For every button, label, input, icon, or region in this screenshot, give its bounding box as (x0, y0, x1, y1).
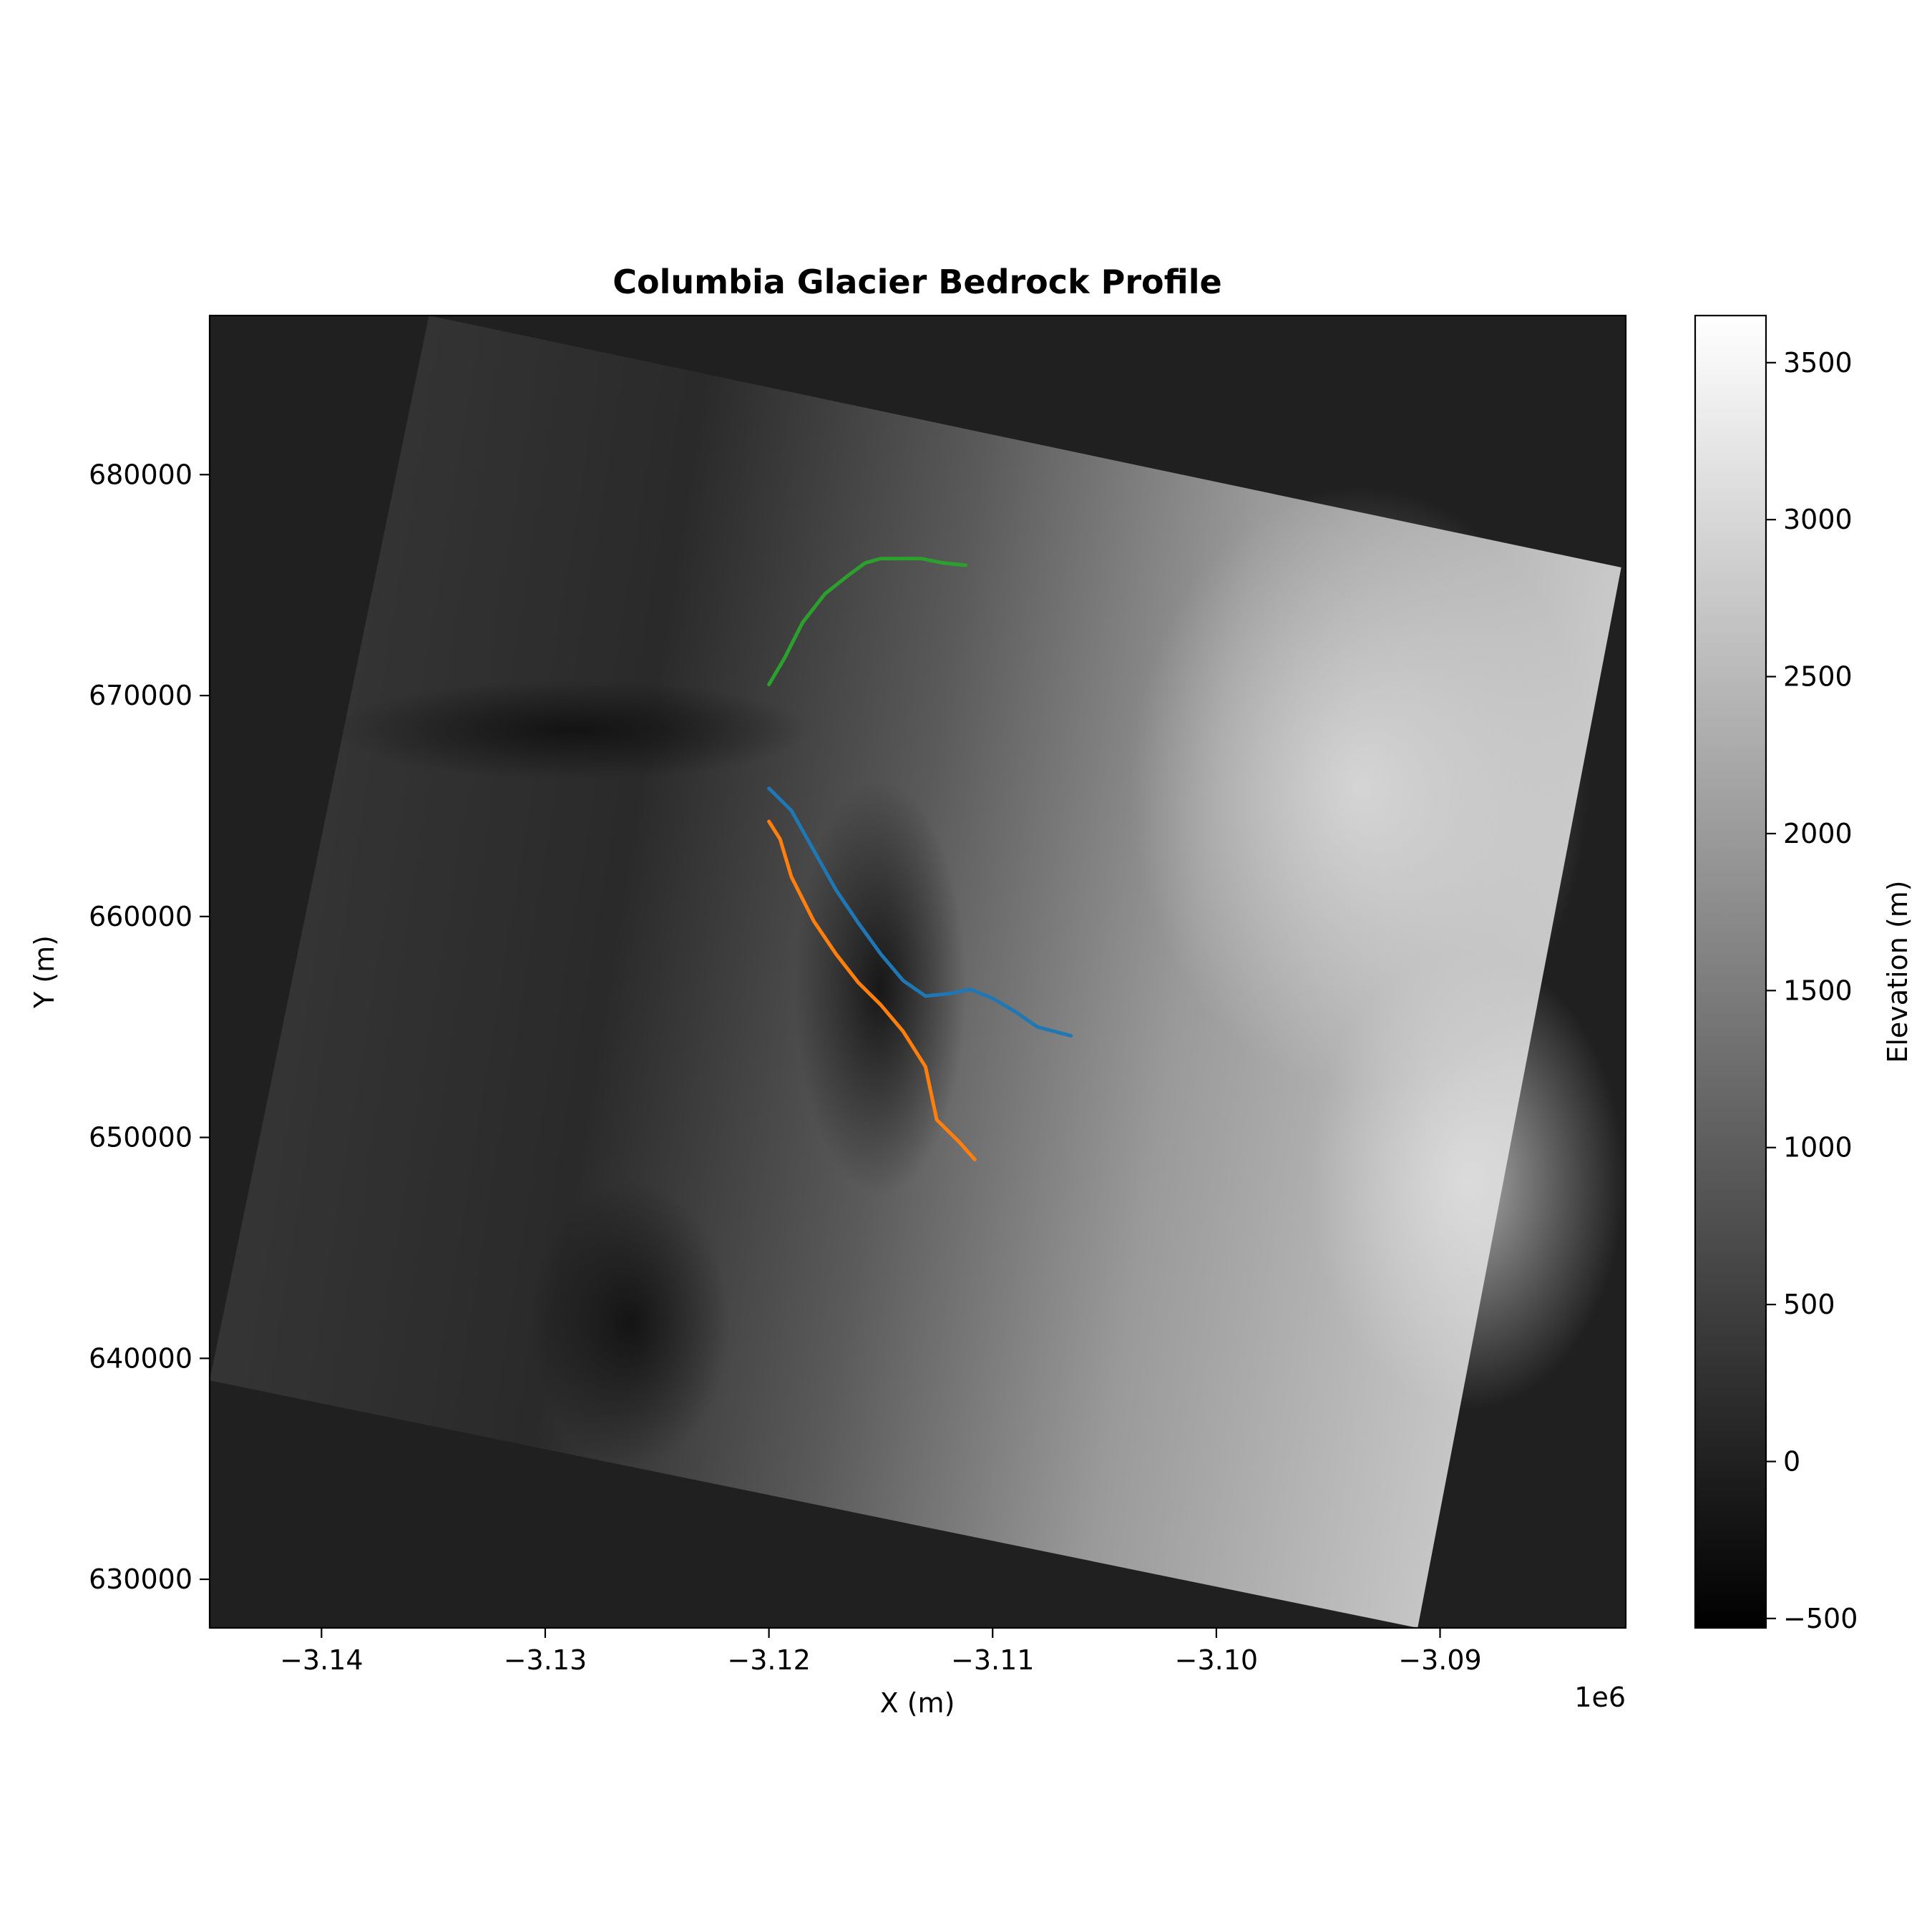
x-axis-ticks: −3.14 −3.13 −3.12 −3.11 −3.10 −3.09 (280, 1628, 1482, 1676)
profile-lines (767, 557, 1073, 1161)
colorbar-tick-label: 1000 (1783, 1132, 1853, 1163)
fjord-trough (336, 680, 809, 780)
profile-line-3 (767, 557, 968, 687)
x-tick-label: −3.11 (951, 1644, 1034, 1676)
x-tick-label: −3.09 (1398, 1644, 1481, 1676)
high-plateau (1131, 487, 1589, 1088)
x-tick-label: −3.14 (280, 1644, 363, 1676)
colorbar-tick-label: 1500 (1783, 975, 1853, 1006)
y-tick-label: 640000 (89, 1342, 192, 1374)
colorbar-tick-label: 500 (1783, 1289, 1835, 1320)
profile-line-2 (767, 819, 977, 1161)
y-tick-label: 630000 (89, 1563, 192, 1595)
colorbar-tick-label: 3000 (1783, 504, 1853, 535)
profile-line-1 (767, 786, 1073, 1038)
x-tick-label: −3.12 (727, 1644, 810, 1676)
x-axis-label: X (m) (880, 1687, 955, 1719)
chart-title: Columbia Glacier Bedrock Profile (613, 263, 1221, 301)
southern-trough (530, 1181, 730, 1467)
y-tick-label: 680000 (89, 459, 192, 490)
colorbar (1694, 314, 1767, 1629)
axes-frame (208, 314, 1627, 1629)
colorbar-tick-label: 2000 (1783, 818, 1853, 849)
colorbar-tick-label: 0 (1783, 1445, 1800, 1477)
y-tick-label: 660000 (89, 901, 192, 932)
colorbar-tick-label: −500 (1783, 1603, 1858, 1634)
x-tick-label: −3.10 (1175, 1644, 1258, 1676)
colorbar-tick-label: 3500 (1783, 347, 1853, 379)
colorbar-label: Elevation (m) (1882, 880, 1913, 1063)
elevation-raster (210, 316, 1624, 1628)
x-axis-offset: 1e6 (1574, 1682, 1626, 1713)
y-tick-label: 670000 (89, 680, 192, 711)
glacier-trough (794, 780, 966, 1195)
y-axis-ticks: 630000 640000 650000 660000 670000 680000 (89, 459, 210, 1595)
colorbar-tick-label: 2500 (1783, 661, 1853, 693)
y-axis-label: Y (m) (29, 935, 60, 1009)
high-plateau-east (1309, 952, 1624, 1410)
x-tick-label: −3.13 (504, 1644, 587, 1676)
y-tick-label: 650000 (89, 1122, 192, 1153)
colorbar-ticks: −500 0 500 1000 1500 2000 2500 3000 3500 (1766, 347, 1858, 1634)
